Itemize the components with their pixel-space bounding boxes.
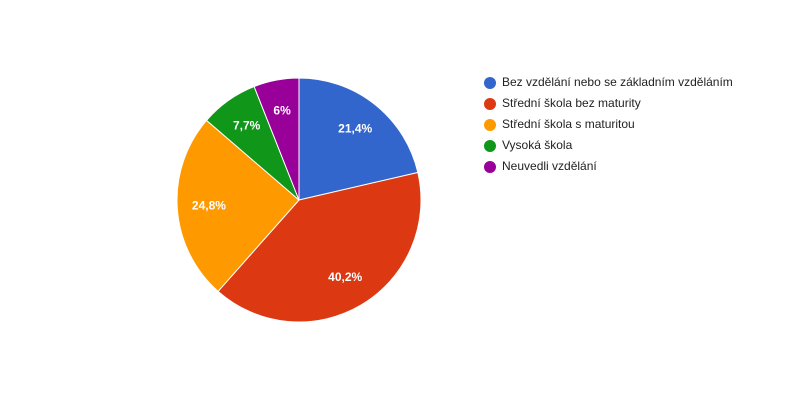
legend-label: Vysoká škola: [502, 138, 573, 152]
legend-swatch: [484, 98, 496, 110]
pie-slice: [253, 77, 300, 201]
legend-swatch: [484, 77, 496, 89]
slice-label: 24,8%: [192, 198, 226, 212]
pie-slice: [217, 171, 422, 323]
pie-slice: [176, 119, 300, 293]
legend-label: Bez vzdělání nebo se základním vzděláním: [502, 75, 733, 89]
legend-label: Střední škola bez maturity: [502, 96, 641, 110]
legend-swatch: [484, 119, 496, 131]
legend-swatch: [484, 140, 496, 152]
slice-label: 6%: [273, 103, 291, 117]
legend-label: Střední škola s maturitou: [502, 117, 635, 131]
slice-label: 40,2%: [328, 270, 362, 284]
legend-swatch: [484, 161, 496, 173]
legend-label: Neuvedli vzdělání: [502, 159, 597, 173]
slice-label: 7,7%: [233, 119, 261, 133]
slice-label: 21,4%: [338, 121, 372, 135]
pie-slice: [298, 77, 419, 201]
